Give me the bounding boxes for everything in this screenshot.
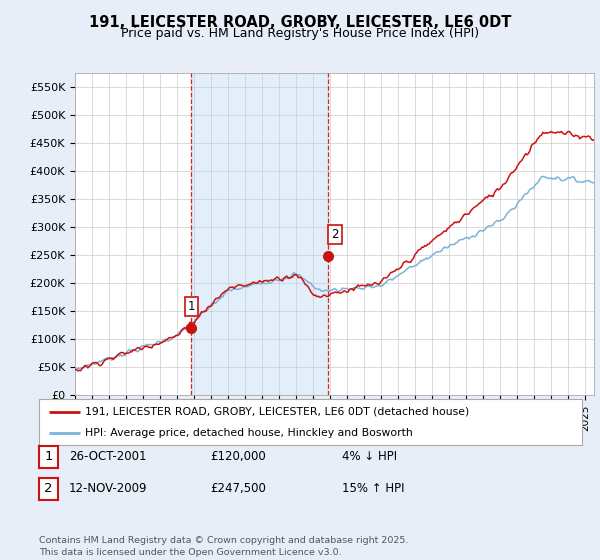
Text: Price paid vs. HM Land Registry's House Price Index (HPI): Price paid vs. HM Land Registry's House … <box>121 27 479 40</box>
Text: 4% ↓ HPI: 4% ↓ HPI <box>342 450 397 464</box>
Text: HPI: Average price, detached house, Hinckley and Bosworth: HPI: Average price, detached house, Hinc… <box>85 428 413 438</box>
Text: £120,000: £120,000 <box>210 450 266 464</box>
Text: 1: 1 <box>188 300 195 312</box>
Text: 2: 2 <box>44 482 53 496</box>
Text: 2: 2 <box>331 228 339 241</box>
Text: 15% ↑ HPI: 15% ↑ HPI <box>342 482 404 496</box>
Text: 191, LEICESTER ROAD, GROBY, LEICESTER, LE6 0DT: 191, LEICESTER ROAD, GROBY, LEICESTER, L… <box>89 15 511 30</box>
Text: 12-NOV-2009: 12-NOV-2009 <box>69 482 148 496</box>
Text: 191, LEICESTER ROAD, GROBY, LEICESTER, LE6 0DT (detached house): 191, LEICESTER ROAD, GROBY, LEICESTER, L… <box>85 407 469 417</box>
Text: 1: 1 <box>44 450 53 464</box>
Text: Contains HM Land Registry data © Crown copyright and database right 2025.
This d: Contains HM Land Registry data © Crown c… <box>39 536 409 557</box>
Bar <box>191 73 328 395</box>
Text: £247,500: £247,500 <box>210 482 266 496</box>
Text: 26-OCT-2001: 26-OCT-2001 <box>69 450 146 464</box>
